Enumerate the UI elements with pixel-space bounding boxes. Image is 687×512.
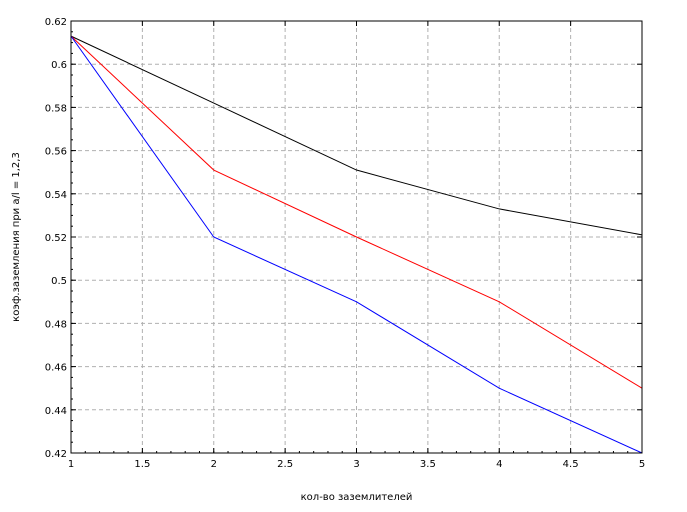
- y-tick-label: 0.46: [45, 363, 67, 374]
- y-tick-label: 0.42: [45, 449, 67, 460]
- y-tick-label: 0.48: [45, 319, 67, 330]
- y-tick-label: 0.58: [45, 103, 67, 114]
- y-tick-label: 0.44: [45, 406, 67, 417]
- x-tick-label: 1.5: [134, 459, 150, 470]
- series-line-3: [70, 35, 643, 454]
- x-tick-label: 5: [639, 459, 645, 470]
- series-layer: [70, 35, 643, 454]
- x-tick-label: 1: [68, 459, 74, 470]
- ticks: 1 1.5 2 2.5 3 3.5 4 4.5 5 0.42 0.44 0.46 0.48 0.5 0.52…: [45, 17, 645, 470]
- y-tick-label: 0.56: [45, 147, 67, 158]
- x-tick-label: 4: [496, 459, 502, 470]
- y-tick-label: 0.52: [45, 233, 67, 244]
- x-tick-label: 2.5: [277, 459, 293, 470]
- grid: [71, 21, 642, 453]
- y-tick-label: 0.62: [45, 17, 67, 28]
- series-line-1: [70, 35, 643, 236]
- y-tick-label: 0.6: [51, 60, 67, 71]
- x-axis-label: кол-во заземлителей: [301, 492, 413, 503]
- x-tick-label: 2: [211, 459, 217, 470]
- x-tick-label: 4.5: [563, 459, 579, 470]
- x-tick-label: 3.5: [420, 459, 436, 470]
- y-tick-label: 0.5: [51, 276, 67, 287]
- x-tick-label: 3: [353, 459, 359, 470]
- series-line-2: [70, 35, 643, 389]
- y-axis-label: коэф.заземления при а/l = 1,2,3: [11, 152, 22, 322]
- y-tick-label: 0.54: [45, 190, 67, 201]
